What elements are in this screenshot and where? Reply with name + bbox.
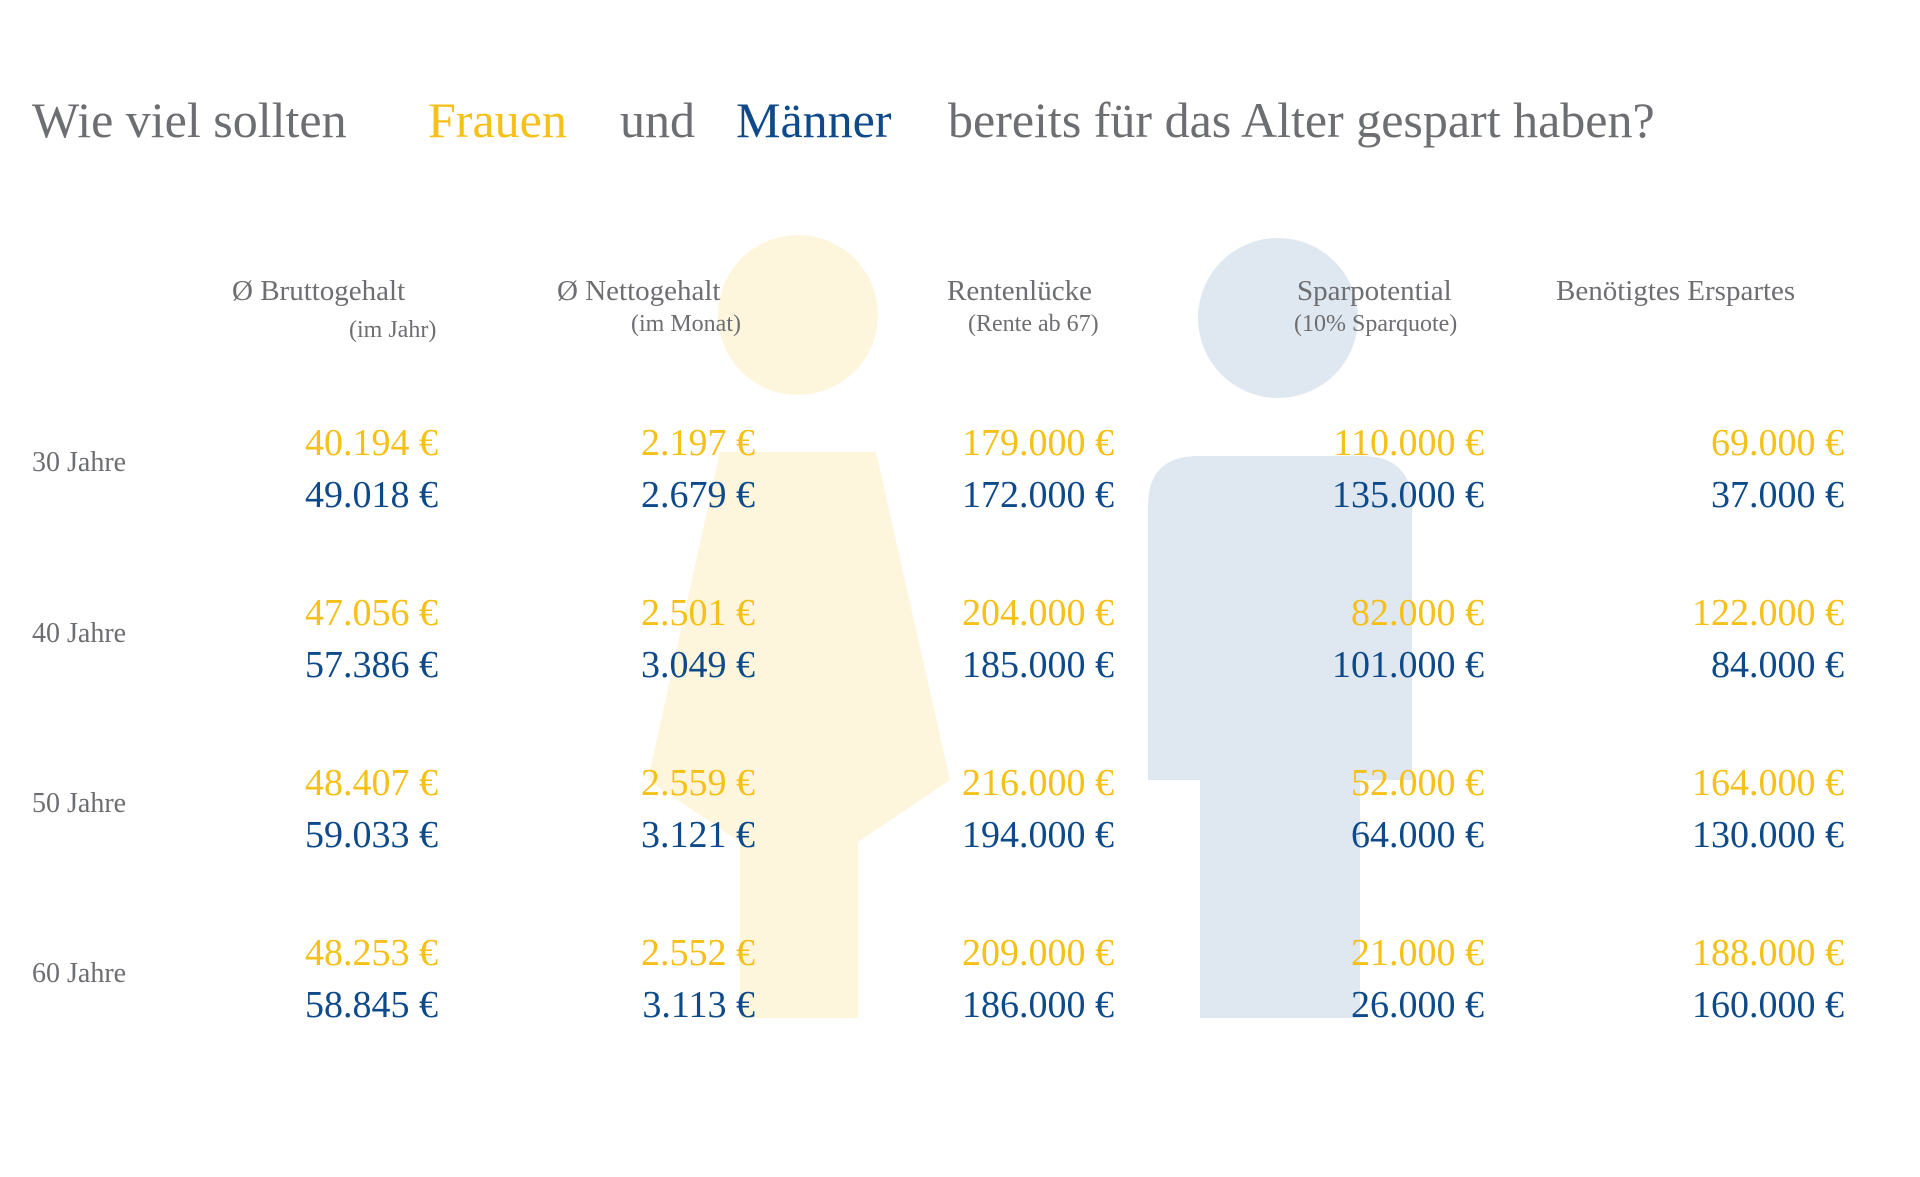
value-men: 58.845 € (305, 984, 438, 1026)
value-men: 160.000 € (1692, 984, 1844, 1026)
value-women: 82.000 € (1351, 592, 1484, 634)
value-men: 185.000 € (962, 644, 1114, 686)
title-part-2: bereits für das Alter gespart haben? (948, 92, 1655, 148)
value-men: 3.049 € (641, 644, 755, 686)
page-title: Wie viel sollten Frauen und Männer berei… (0, 90, 1920, 150)
column-subtitle: (im Monat) (631, 311, 741, 337)
value-women: 204.000 € (962, 592, 1114, 634)
column-subtitle: (10% Sparquote) (1294, 311, 1458, 337)
value-women: 2.197 € (641, 422, 755, 464)
value-women: 179.000 € (962, 422, 1114, 464)
row-label-60: 60 Jahre (32, 958, 127, 989)
row-label-30: 30 Jahre (32, 447, 127, 478)
value-men: 49.018 € (305, 474, 438, 516)
value-men: 59.033 € (305, 814, 438, 856)
value-women: 47.056 € (305, 592, 438, 634)
column-title: Rentenlücke (947, 275, 1092, 307)
value-men: 64.000 € (1351, 814, 1484, 856)
title-women: Frauen (428, 92, 567, 148)
value-women: 2.559 € (641, 762, 755, 804)
value-women: 2.501 € (641, 592, 755, 634)
column-subtitle: (im Jahr) (349, 317, 437, 343)
row-label-50: 50 Jahre (32, 788, 127, 819)
title-part-1: Wie viel sollten (32, 92, 347, 148)
value-men: 186.000 € (962, 984, 1114, 1026)
value-men: 172.000 € (962, 474, 1114, 516)
value-men: 3.113 € (642, 984, 755, 1026)
value-women: 110.000 € (1333, 422, 1484, 464)
value-women: 122.000 € (1692, 592, 1844, 634)
value-men: 194.000 € (962, 814, 1114, 856)
value-women: 21.000 € (1351, 932, 1484, 974)
column-subtitle: (Rente ab 67) (968, 311, 1099, 337)
column-title: Sparpotential (1297, 275, 1452, 307)
value-women: 40.194 € (305, 422, 438, 464)
value-women: 188.000 € (1692, 932, 1844, 974)
value-women: 48.253 € (305, 932, 438, 974)
value-men: 2.679 € (641, 474, 755, 516)
value-women: 209.000 € (962, 932, 1114, 974)
value-women: 216.000 € (962, 762, 1114, 804)
column-title: Ø Bruttogehalt (232, 275, 406, 307)
man-silhouette-icon (1148, 238, 1412, 1018)
column-title: Benötigtes Erspartes (1556, 275, 1796, 307)
column-title: Ø Nettogehalt (557, 275, 721, 307)
value-women: 164.000 € (1692, 762, 1844, 804)
title-and: und (620, 92, 695, 148)
value-women: 52.000 € (1351, 762, 1484, 804)
value-men: 3.121 € (641, 814, 755, 856)
value-women: 69.000 € (1711, 422, 1844, 464)
value-women: 2.552 € (641, 932, 755, 974)
value-men: 135.000 € (1332, 474, 1484, 516)
row-label-40: 40 Jahre (32, 618, 127, 649)
value-men: 101.000 € (1332, 644, 1484, 686)
woman-silhouette-icon (648, 235, 950, 1018)
value-men: 37.000 € (1711, 474, 1844, 516)
value-men: 130.000 € (1692, 814, 1844, 856)
value-women: 48.407 € (305, 762, 438, 804)
value-men: 26.000 € (1351, 984, 1484, 1026)
value-men: 84.000 € (1711, 644, 1844, 686)
value-men: 57.386 € (305, 644, 438, 686)
title-men: Männer (736, 92, 892, 148)
